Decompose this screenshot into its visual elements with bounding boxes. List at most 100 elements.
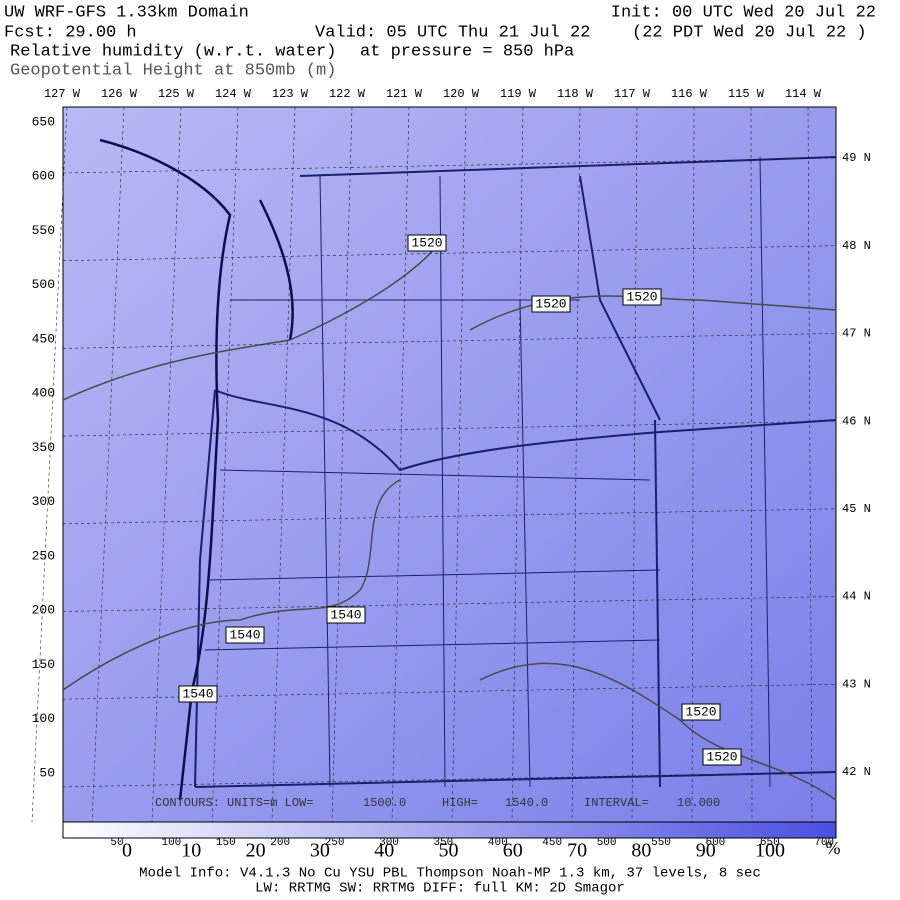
grid-label: 500 xyxy=(32,277,55,292)
contour-label: 1520 xyxy=(706,749,737,764)
init-time: Init: 00 UTC Wed 20 Jul 22 xyxy=(611,3,876,22)
colorbar-grid-label: 650 xyxy=(760,837,780,849)
contour-info: CONTOURS: UNITS=m LOW= xyxy=(155,796,313,810)
latitude-label: 49 N xyxy=(842,151,871,165)
contour-label-box xyxy=(225,626,265,644)
meridian xyxy=(451,106,467,823)
latitude-label: 45 N xyxy=(842,502,871,516)
colorbar-grid-label: 700 xyxy=(814,837,834,849)
latitude-label: 43 N xyxy=(842,677,871,691)
county-lines xyxy=(204,156,771,788)
colorbar-percent-label: 60 xyxy=(503,840,523,862)
grid-label: 150 xyxy=(32,657,55,672)
contour-info: 10.000 xyxy=(677,796,720,810)
longitude-label: 122 W xyxy=(329,87,366,101)
colorbar-percent-label: 80 xyxy=(631,840,651,862)
parallel xyxy=(62,596,837,612)
grid-label: 300 xyxy=(32,494,55,509)
colorbar-grid-label: 450 xyxy=(542,837,562,849)
parallel xyxy=(62,420,837,437)
parallel xyxy=(62,771,837,788)
contour-label-box xyxy=(622,288,662,306)
longitude-label: 124 W xyxy=(215,87,252,101)
colorbar-grid-label: 600 xyxy=(705,837,725,849)
colorbar xyxy=(62,821,837,839)
grid-label: 600 xyxy=(32,169,55,184)
contour-label-box xyxy=(326,606,366,624)
meridian xyxy=(211,106,239,823)
grid-label: 650 xyxy=(32,114,55,129)
latitude-label: 44 N xyxy=(842,590,871,604)
colorbar-grid-label: 300 xyxy=(379,837,399,849)
grid-label: 550 xyxy=(32,223,55,238)
grid-label: 200 xyxy=(32,603,55,618)
colorbar-unit: % xyxy=(826,838,841,858)
grid-label: 250 xyxy=(32,548,55,563)
longitude-label: 125 W xyxy=(158,87,195,101)
colorbar-grid-label: 200 xyxy=(270,837,290,849)
contour-label-box xyxy=(681,703,721,721)
pressure-level: at pressure = 850 hPa xyxy=(360,42,574,61)
footer-line1: Model Info: V4.1.3 No Cu YSU PBL Thompso… xyxy=(139,866,761,882)
meridian xyxy=(391,106,410,823)
colorbar-grid-label: 100 xyxy=(161,837,181,849)
contour-label: 1520 xyxy=(685,704,716,719)
meridian xyxy=(31,106,68,823)
colorbar-grid-label: 350 xyxy=(433,837,453,849)
colorbar-percent-label: 30 xyxy=(310,840,330,862)
meridian xyxy=(750,106,753,823)
local-time: (22 PDT Wed 20 Jul 22 ) xyxy=(632,23,867,42)
field-name: Relative humidity (w.r.t. water) xyxy=(10,42,336,61)
contour-info: HIGH= xyxy=(442,796,478,810)
longitude-label: 126 W xyxy=(101,87,138,101)
parallel xyxy=(62,333,837,349)
contour-info: 1500.0 xyxy=(363,796,406,810)
longitude-label: 120 W xyxy=(443,87,480,101)
contour-info: INTERVAL= xyxy=(584,796,649,810)
colorbar-grid-label: 550 xyxy=(651,837,671,849)
colorbar-grid-label: 500 xyxy=(597,837,617,849)
contour-label: 1540 xyxy=(182,686,213,701)
parallel xyxy=(62,508,837,525)
contour-label-box xyxy=(531,295,571,313)
colorbar-grid-label: 150 xyxy=(216,837,236,849)
contour-label: 1520 xyxy=(411,235,442,250)
coastline xyxy=(99,138,294,801)
colorbar-grid-label: 50 xyxy=(110,837,123,849)
parallel xyxy=(62,245,837,261)
colorbar-percent-label: 20 xyxy=(246,840,266,862)
longitude-label: 127 W xyxy=(44,87,81,101)
meridian xyxy=(91,106,125,823)
longitude-label: 123 W xyxy=(272,87,309,101)
lat-lon-grid xyxy=(31,106,837,823)
colorbar-percent-label: 50 xyxy=(439,840,459,862)
meridian xyxy=(331,106,353,823)
contour-label: 1540 xyxy=(330,607,361,622)
meridian xyxy=(571,106,581,823)
contour-label: 1540 xyxy=(229,627,260,642)
title: UW WRF-GFS 1.33km Domain xyxy=(4,3,249,22)
latitude-label: 48 N xyxy=(842,239,871,253)
height-contours xyxy=(62,239,837,801)
grid-label: 450 xyxy=(32,331,55,346)
grid-label: 100 xyxy=(32,711,55,726)
colorbar-grid-label: 250 xyxy=(325,837,345,849)
contour-label: 1520 xyxy=(535,296,566,311)
colorbar-percent-label: 10 xyxy=(181,840,201,862)
grid-label: 400 xyxy=(32,386,55,401)
meridian xyxy=(511,106,524,823)
longitude-label: 116 W xyxy=(671,87,708,101)
longitude-label: 114 W xyxy=(785,87,822,101)
colorbar-percent-label: 70 xyxy=(567,840,587,862)
grid-label: 350 xyxy=(32,440,55,455)
meridian xyxy=(807,106,813,823)
longitude-label: 118 W xyxy=(557,87,594,101)
contour-label: 1520 xyxy=(626,289,657,304)
parallel xyxy=(62,157,837,174)
footer-line2: LW: RRTMG SW: RRTMG DIFF: full KM: 2D Sm… xyxy=(255,881,625,897)
grid-label: 50 xyxy=(39,765,55,780)
valid-time: Valid: 05 UTC Thu 21 Jul 22 xyxy=(315,23,590,42)
longitude-label: 117 W xyxy=(614,87,651,101)
longitude-label: 121 W xyxy=(386,87,423,101)
